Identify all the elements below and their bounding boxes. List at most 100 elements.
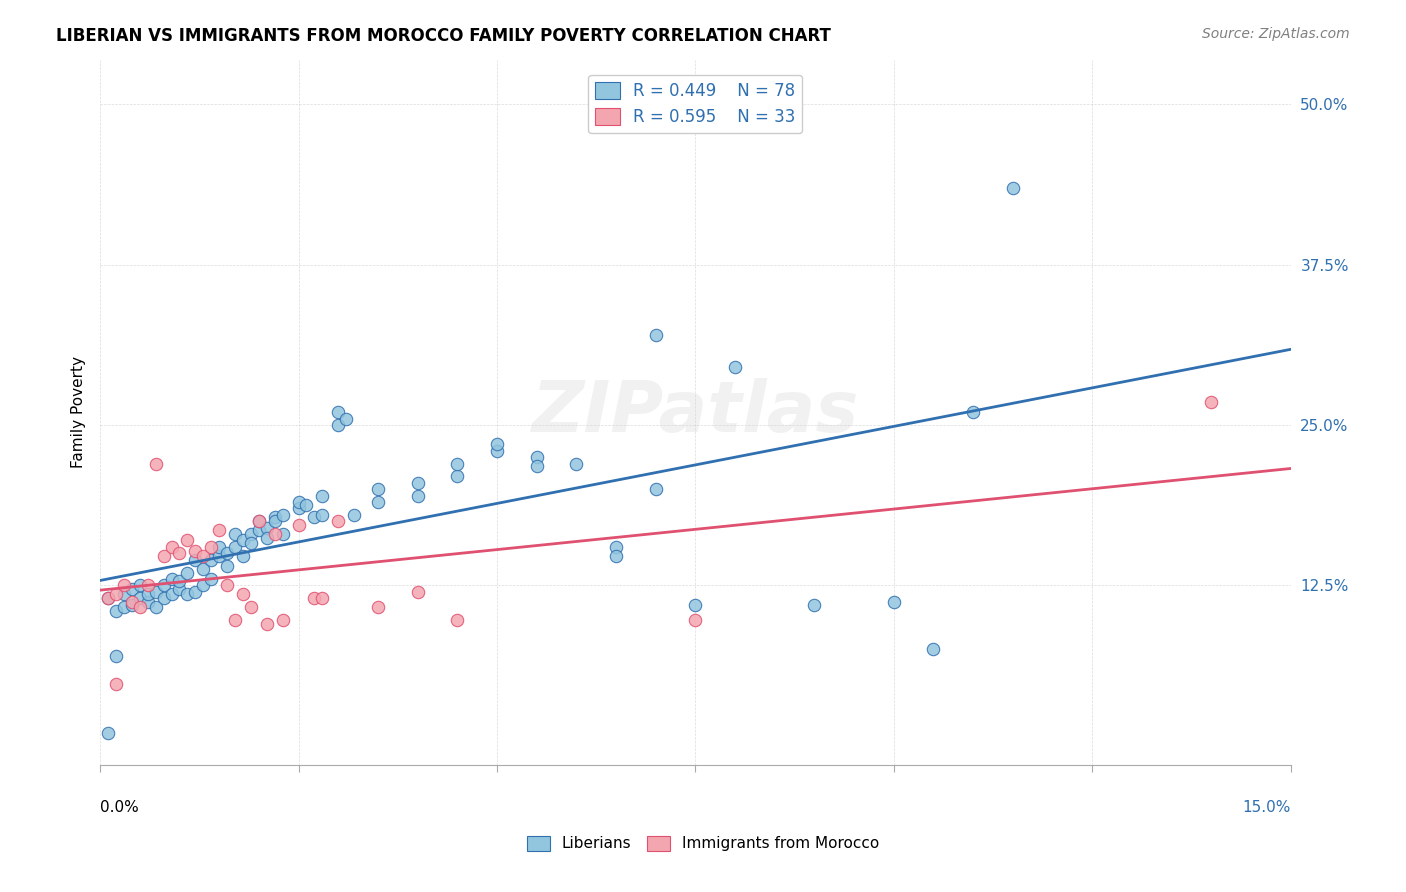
Point [644,482,666,496]
Point [160,540,183,554]
Point [239,536,262,550]
Point [883,595,905,609]
Point [200,572,222,586]
Point [485,443,508,458]
Point [343,508,366,522]
Point [97,591,120,606]
Point [247,514,270,528]
Legend: Liberians, Immigrants from Morocco: Liberians, Immigrants from Morocco [520,830,886,857]
Point [256,521,278,535]
Point [287,518,309,533]
Text: 0.0%: 0.0% [100,799,139,814]
Point [406,489,429,503]
Point [367,495,389,509]
Point [232,549,254,563]
Point [685,613,707,627]
Point [169,582,191,597]
Point [605,540,627,554]
Point [184,584,207,599]
Point [217,578,239,592]
Point [304,591,326,606]
Point [193,549,215,563]
Point [239,600,262,615]
Point [256,616,278,631]
Point [97,726,120,740]
Point [176,566,198,580]
Point [526,450,548,464]
Point [145,584,167,599]
Point [105,604,128,618]
Point [328,418,350,433]
Point [176,587,198,601]
Point [200,552,222,566]
Point [128,600,150,615]
Text: Source: ZipAtlas.com: Source: ZipAtlas.com [1202,27,1350,41]
Point [112,600,135,615]
Point [311,591,333,606]
Point [367,600,389,615]
Point [224,527,246,541]
Point [271,613,294,627]
Point [208,540,231,554]
Point [217,559,239,574]
Point [152,591,174,606]
Point [121,595,143,609]
Point [136,578,159,592]
Point [247,514,270,528]
Point [1001,181,1024,195]
Text: LIBERIAN VS IMMIGRANTS FROM MOROCCO FAMILY POVERTY CORRELATION CHART: LIBERIAN VS IMMIGRANTS FROM MOROCCO FAMI… [56,27,831,45]
Point [169,574,191,589]
Point [232,533,254,548]
Point [160,587,183,601]
Point [304,510,326,524]
Point [256,531,278,545]
Point [287,501,309,516]
Point [217,546,239,560]
Point [128,591,150,606]
Point [145,457,167,471]
Point [263,527,285,541]
Point [224,540,246,554]
Point [962,405,984,419]
Point [287,495,309,509]
Point [406,584,429,599]
Point [367,482,389,496]
Point [328,405,350,419]
Point [446,457,468,471]
Point [803,598,825,612]
Point [239,527,262,541]
Point [644,328,666,343]
Point [121,582,143,597]
Point [200,540,222,554]
Point [128,578,150,592]
Point [295,498,318,512]
Point [176,533,198,548]
Point [335,411,357,425]
Point [97,591,120,606]
Point [1199,395,1222,409]
Point [208,523,231,537]
Point [271,508,294,522]
Y-axis label: Family Poverty: Family Poverty [72,356,86,468]
Point [263,514,285,528]
Point [311,508,333,522]
Point [605,549,627,563]
Point [406,475,429,490]
Point [685,598,707,612]
Point [193,578,215,592]
Point [724,360,747,375]
Point [565,457,588,471]
Point [271,527,294,541]
Point [263,510,285,524]
Text: ZIPatlas: ZIPatlas [531,377,859,447]
Point [121,598,143,612]
Point [247,523,270,537]
Point [193,562,215,576]
Point [105,677,128,691]
Point [328,514,350,528]
Point [446,613,468,627]
Point [169,546,191,560]
Point [160,572,183,586]
Point [526,459,548,474]
Point [112,578,135,592]
